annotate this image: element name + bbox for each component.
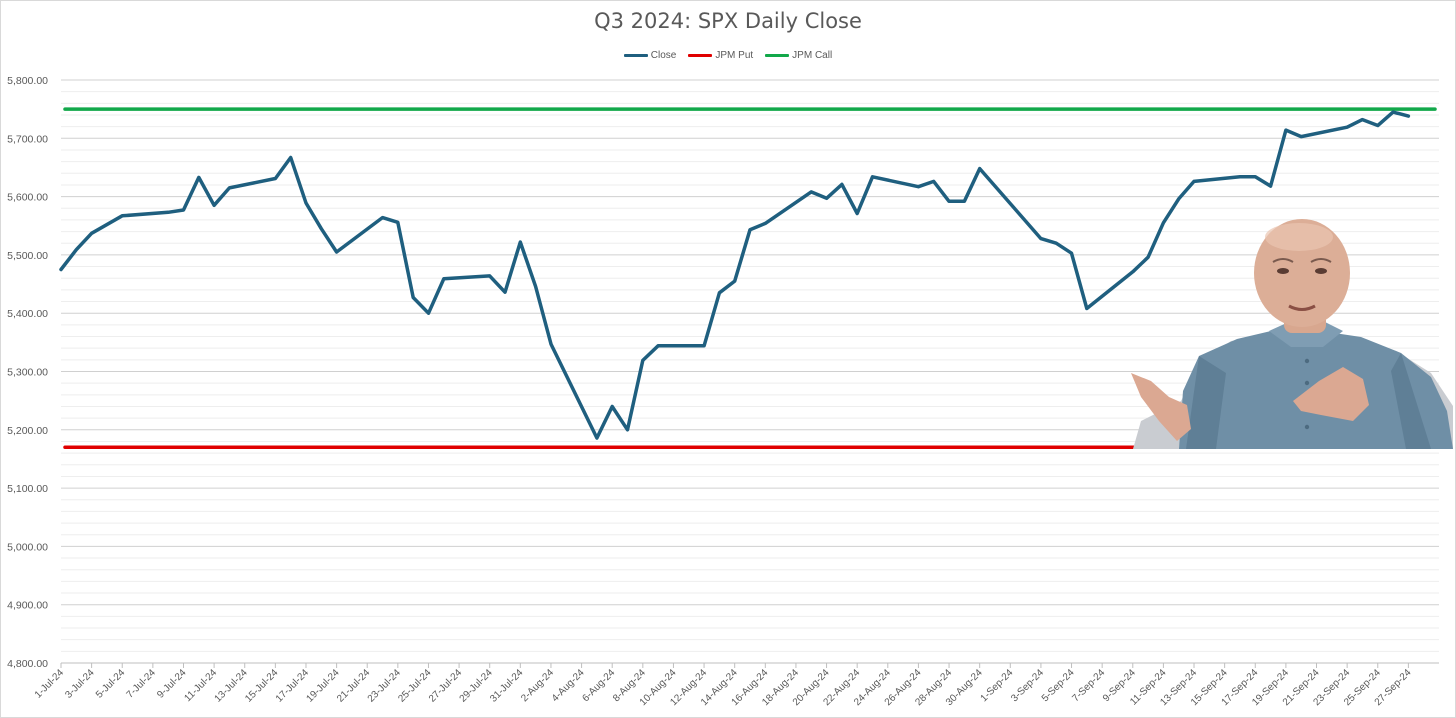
legend-item-jpm-call: JPM Call	[765, 50, 832, 61]
suit-button	[1304, 424, 1310, 430]
y-tick-label: 5,100.00	[7, 483, 48, 495]
y-axis: 4,800.00 4,900.00 5,000.00 5,100.00 5,200.00…	[7, 75, 48, 670]
y-tick-label: 5,300.00	[7, 367, 48, 379]
head-sheen	[1265, 223, 1333, 251]
suit-arm-right	[1391, 353, 1431, 449]
chart-title: Q3 2024: SPX Daily Close	[594, 9, 862, 33]
y-tick-label: 4,900.00	[7, 600, 48, 612]
x-tick-label: 31-Jul-24	[488, 667, 526, 705]
eye-right	[1315, 268, 1327, 274]
y-tick-label: 5,000.00	[7, 541, 48, 553]
suit-button	[1304, 358, 1310, 364]
x-axis: 1-Jul-243-Jul-245-Jul-247-Jul-249-Jul-24…	[33, 662, 1439, 708]
legend-swatch-jpm-put	[688, 54, 713, 57]
brow-left	[1272, 258, 1294, 263]
chart-legend: Close JPM Put JPM Call	[1, 50, 1455, 61]
suit-arm-left	[1186, 356, 1226, 449]
x-tick-label: 5-Jul-24	[94, 667, 128, 701]
legend-item-close: Close	[623, 50, 677, 61]
y-tick-label: 5,800.00	[7, 75, 48, 87]
y-tick-label: 5,200.00	[7, 425, 48, 437]
x-tick-label: 3-Jul-24	[63, 667, 97, 701]
mouth	[1288, 304, 1316, 311]
y-tick-label: 4,800.00	[7, 658, 48, 670]
y-tick-label: 5,500.00	[7, 250, 48, 262]
y-tick-label: 5,400.00	[7, 308, 48, 320]
hand-right	[1293, 367, 1369, 421]
legend-label-close: Close	[650, 50, 677, 61]
x-tick-label: 7-Jul-24	[125, 667, 159, 701]
legend-item-jpm-put: JPM Put	[688, 50, 753, 61]
photo-overlay	[1131, 219, 1453, 449]
legend-label-jpm-call: JPM Call	[792, 50, 833, 61]
series-layer	[59, 110, 1411, 440]
hand-left	[1131, 373, 1191, 441]
brow-right	[1310, 258, 1332, 263]
legend-label-jpm-put: JPM Put	[715, 50, 754, 61]
y-tick-label: 5,600.00	[7, 192, 48, 204]
close-series-line	[59, 110, 1411, 440]
legend-swatch-close	[623, 54, 648, 57]
y-tick-label: 5,700.00	[7, 133, 48, 145]
suit-button	[1304, 380, 1310, 386]
eye-left	[1277, 268, 1289, 274]
x-tick-label: 1-Jul-24	[33, 667, 67, 701]
legend-swatch-jpm-call	[765, 54, 790, 57]
